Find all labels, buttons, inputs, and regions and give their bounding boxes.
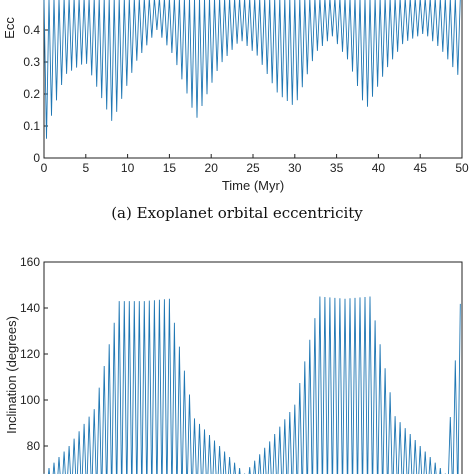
- eccentricity-line: [43, 0, 461, 139]
- eccentricity-x-tick-label: 35: [330, 161, 344, 175]
- inclination-y-tick-label: 160: [20, 255, 40, 269]
- eccentricity-y-tick-label: 0.2: [23, 87, 40, 101]
- eccentricity-x-tick-label: 15: [163, 161, 177, 175]
- inclination-plot-frame: [43, 261, 463, 474]
- eccentricity-y-axis-label: Ecc: [2, 17, 17, 39]
- inclination-y-ticks: 80 100 120 140 160: [20, 255, 48, 453]
- eccentricity-x-axis-label: Time (Myr): [222, 178, 284, 193]
- eccentricity-x-tick-label: 20: [205, 161, 219, 175]
- inclination-chart: 80 100 120 140 160 Inclination (degrees): [4, 255, 463, 474]
- eccentricity-y-ticks: 0 0.1 0.2 0.3 0.4: [23, 23, 48, 165]
- eccentricity-x-tick-label: 40: [372, 161, 386, 175]
- inclination-line: [43, 296, 461, 474]
- inclination-y-tick-label: 100: [20, 393, 40, 407]
- inclination-y-tick-label: 140: [20, 301, 40, 315]
- eccentricity-y-tick-label: 0.4: [23, 23, 40, 37]
- eccentricity-y-tick-label: 0: [33, 151, 40, 165]
- inclination-y-tick-label: 80: [27, 439, 41, 453]
- eccentricity-x-tick-label: 50: [455, 161, 469, 175]
- eccentricity-y-tick-label: 0.3: [23, 55, 40, 69]
- eccentricity-x-tick-label: 25: [246, 161, 260, 175]
- eccentricity-x-ticks: 0 5 10 15 20 25 30 35 40 45 50: [41, 154, 469, 175]
- eccentricity-x-tick-label: 0: [41, 161, 48, 175]
- eccentricity-chart: 0 0.1 0.2 0.3 0.4 0 5 10 15 20 25 30 35 40 45 50 Ecc T…: [2, 0, 469, 222]
- eccentricity-caption: (a) Exoplanet orbital eccentricity: [111, 204, 363, 222]
- eccentricity-x-tick-label: 30: [288, 161, 302, 175]
- eccentricity-series: [43, 0, 461, 139]
- inclination-y-axis-label: Inclination (degrees): [4, 316, 19, 434]
- eccentricity-x-tick-label: 5: [82, 161, 89, 175]
- eccentricity-x-tick-label: 10: [121, 161, 135, 175]
- eccentricity-x-tick-label: 45: [414, 161, 428, 175]
- eccentricity-y-tick-label: 0.1: [23, 119, 40, 133]
- inclination-series: [43, 296, 461, 474]
- inclination-y-tick-label: 120: [20, 347, 40, 361]
